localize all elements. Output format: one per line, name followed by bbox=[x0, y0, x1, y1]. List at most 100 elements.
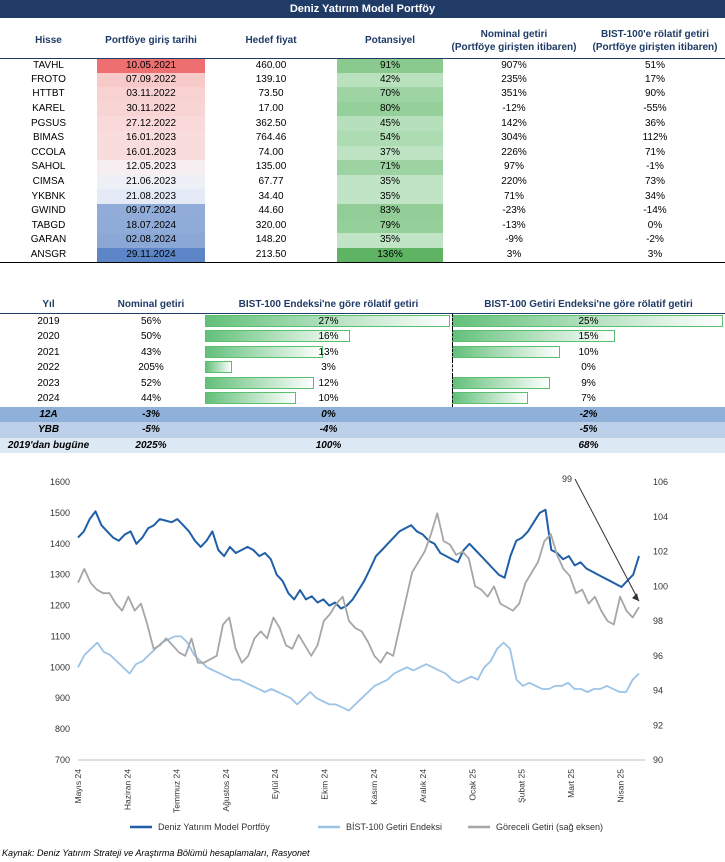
entry-date-cell: 29.11.2024 bbox=[97, 247, 205, 263]
bist-return-relative-label: 7% bbox=[581, 393, 596, 405]
zero-axis-line bbox=[452, 329, 453, 345]
y-left-tick-label: 1100 bbox=[51, 631, 70, 641]
bist-return-relative-label: 0% bbox=[581, 362, 596, 374]
summary-nominal-cell: -3% bbox=[97, 406, 205, 422]
relative-return-cell: 112% bbox=[642, 132, 668, 144]
nominal-return-cell: 304% bbox=[501, 132, 527, 144]
nominal-cell: 50% bbox=[140, 331, 161, 343]
entry-date-cell: 09.07.2024 bbox=[97, 203, 205, 219]
nominal-cell: 52% bbox=[140, 377, 161, 389]
portfolio-table: Hisse Portföye giriş tarihi Hedef fiyat Pot… bbox=[0, 24, 725, 263]
y-right-tick-label: 100 bbox=[653, 581, 668, 591]
target-price-cell: 73.50 bbox=[258, 88, 284, 100]
stock-cell: CCOLA bbox=[31, 146, 66, 158]
bist-index-relative-bar bbox=[205, 361, 233, 373]
entry-date-cell: 18.07.2024 bbox=[97, 218, 205, 234]
stock-cell: PGSUS bbox=[30, 117, 66, 129]
summary-row: 2019'dan bugüne 2025% 100% 68% bbox=[0, 437, 725, 453]
yearly-header-0: Yıl bbox=[42, 299, 55, 310]
zero-axis-line bbox=[452, 375, 453, 391]
target-price-cell: 67.77 bbox=[258, 176, 284, 188]
portfolio-row: TABGD 18.07.2024 320.00 79% -13% 0% bbox=[0, 218, 725, 234]
stock-cell: CIMSA bbox=[32, 176, 65, 188]
target-price-cell: 74.00 bbox=[258, 146, 284, 158]
portfolio-row: PGSUS 27.12.2022 362.50 45% 142% 36% bbox=[0, 116, 725, 131]
summary-bist-index-cell: 100% bbox=[205, 437, 452, 453]
page-title: Deniz Yatırım Model Portföy bbox=[0, 0, 725, 18]
summary-row: YBB -5% -4% -5% bbox=[0, 422, 725, 438]
yearly-returns-table: Yıl Nominal getiri BIST-100 Endeksi'ne gör… bbox=[0, 297, 725, 453]
stock-cell: YKBNK bbox=[31, 190, 66, 202]
x-tick-label: Ekim 24 bbox=[320, 769, 330, 800]
relative-return-cell: 0% bbox=[647, 219, 663, 231]
portfolio-row: KAREL 30.11.2022 17.00 80% -12% -55% bbox=[0, 101, 725, 117]
portfolio-row: FROTO 07.09.2022 139.10 42% 235% 17% bbox=[0, 72, 725, 88]
relative-return-cell: 36% bbox=[644, 117, 665, 129]
stock-cell: KAREL bbox=[32, 103, 65, 115]
zero-axis-line bbox=[452, 360, 453, 376]
yearly-row: 2020 50% 16% 15% bbox=[0, 329, 725, 345]
series-line-0 bbox=[77, 508, 640, 610]
year-cell: 2022 bbox=[37, 362, 60, 374]
bist-index-relative-cell: 10% bbox=[205, 391, 452, 407]
nominal-return-cell: 3% bbox=[443, 247, 585, 263]
x-tick-label: Haziran 24 bbox=[122, 769, 132, 810]
target-price-cell: 139.10 bbox=[255, 73, 287, 85]
potential-cell: 45% bbox=[337, 116, 443, 131]
stock-cell: TABGD bbox=[31, 219, 66, 231]
target-price-cell: 764.46 bbox=[255, 132, 287, 144]
bist-index-relative-label: 12% bbox=[318, 377, 339, 389]
x-tick-label: Temmuz 24 bbox=[172, 769, 182, 813]
entry-date-cell: 03.11.2022 bbox=[97, 87, 205, 102]
x-tick-label: Ağustos 24 bbox=[221, 769, 231, 812]
stock-cell: FROTO bbox=[31, 73, 66, 85]
y-left-tick-label: 1300 bbox=[50, 570, 70, 580]
x-tick-label: Nisan 25 bbox=[615, 769, 625, 803]
summary-bist-return-cell: 68% bbox=[452, 437, 725, 453]
summary-bist-index-cell: -4% bbox=[205, 422, 452, 438]
yearly-header-3: BIST-100 Getiri Endeksi'ne göre rölatif … bbox=[484, 299, 693, 310]
annotation-arrow bbox=[574, 478, 640, 602]
target-price-cell: 17.00 bbox=[258, 103, 284, 115]
summary-period-cell: 12A bbox=[0, 406, 97, 422]
stock-cell: BIMAS bbox=[32, 132, 65, 144]
potential-cell: 35% bbox=[337, 189, 443, 204]
potential-cell: 83% bbox=[337, 203, 443, 219]
nominal-return-cell: 71% bbox=[503, 190, 524, 202]
yearly-header-1: Nominal getiri bbox=[117, 299, 185, 310]
bist-return-relative-bar bbox=[452, 392, 528, 404]
bist-index-relative-bar bbox=[205, 376, 314, 389]
portfolio-header-5: BIST-100'e rölatif getiri (Portföye giriş… bbox=[592, 28, 718, 53]
potential-cell: 70% bbox=[337, 87, 443, 102]
target-price-cell: 460.00 bbox=[255, 59, 287, 71]
bist-index-relative-bar bbox=[205, 392, 296, 404]
y-left-tick-label: 800 bbox=[55, 724, 70, 734]
x-tick-label: Aralık 24 bbox=[418, 769, 428, 803]
portfolio-row: TAVHL 10.05.2021 460.00 91% 907% 51% bbox=[0, 58, 725, 73]
bist-index-relative-bar bbox=[205, 315, 450, 327]
portfolio-row: BIMAS 16.01.2023 764.46 54% 304% 112% bbox=[0, 130, 725, 146]
bist-index-relative-label: 10% bbox=[318, 393, 339, 405]
portfolio-row: SAHOL 12.05.2023 135.00 71% 97% -1% bbox=[0, 160, 725, 175]
portfolio-row: GWIND 09.07.2024 44.60 83% -23% -14% bbox=[0, 203, 725, 219]
entry-date-cell: 07.09.2022 bbox=[97, 72, 205, 88]
potential-cell: 42% bbox=[337, 72, 443, 88]
yearly-row: 2023 52% 12% 9% bbox=[0, 375, 725, 391]
stock-cell: GARAN bbox=[30, 234, 67, 246]
portfolio-row: ANSGR 29.11.2024 213.50 136% 3% 3% bbox=[0, 247, 725, 263]
entry-date-cell: 02.08.2024 bbox=[97, 233, 205, 248]
stock-cell: GWIND bbox=[31, 205, 66, 217]
x-tick-label: Mayıs 24 bbox=[73, 769, 83, 804]
y-left-tick-label: 900 bbox=[55, 693, 70, 703]
bist-index-relative-bar bbox=[205, 345, 323, 358]
target-price-cell: 34.40 bbox=[258, 190, 284, 202]
summary-period-cell: 2019'dan bugüne bbox=[0, 437, 97, 453]
y-left-tick-label: 1400 bbox=[50, 539, 70, 549]
yearly-row: 2021 43% 13% 10% bbox=[0, 344, 725, 360]
y-left-tick-label: 1500 bbox=[50, 508, 70, 518]
yearly-row: 2024 44% 10% 7% bbox=[0, 391, 725, 407]
potential-cell: 54% bbox=[337, 130, 443, 146]
relative-return-cell: -1% bbox=[646, 161, 664, 173]
legend-label: Deniz Yatırım Model Portföy bbox=[158, 822, 270, 832]
y-right-tick-label: 106 bbox=[653, 477, 668, 487]
